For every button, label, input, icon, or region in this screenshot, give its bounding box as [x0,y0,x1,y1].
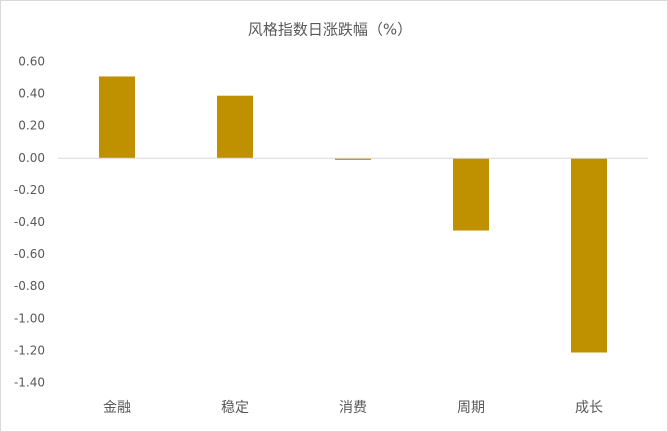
y-tick-label: -0.60 [14,247,45,261]
chart-title: 风格指数日涨跌幅（%） [248,21,412,39]
y-tick-label: -1.20 [14,343,45,357]
x-tick-label: 金融 [103,400,131,416]
y-tick-label: -1.00 [14,311,45,325]
y-tick-label: 0.60 [18,55,45,69]
y-tick-label: 0.00 [18,151,45,165]
y-tick-label: -0.40 [14,215,45,229]
bar [335,158,371,160]
x-tick-label: 稳定 [221,400,249,416]
y-tick-label: -1.40 [14,376,45,390]
x-tick-label: 周期 [457,400,485,416]
x-tick-label: 消费 [339,400,367,416]
y-tick-label: 0.40 [18,87,45,101]
x-tick-label: 成长 [575,400,603,416]
bar [217,95,253,159]
bar [99,76,135,159]
y-tick-label: -0.80 [14,279,45,293]
y-tick-label: 0.20 [18,119,45,133]
y-tick-label: -0.20 [14,183,45,197]
bar [453,158,489,231]
bar [571,158,607,353]
